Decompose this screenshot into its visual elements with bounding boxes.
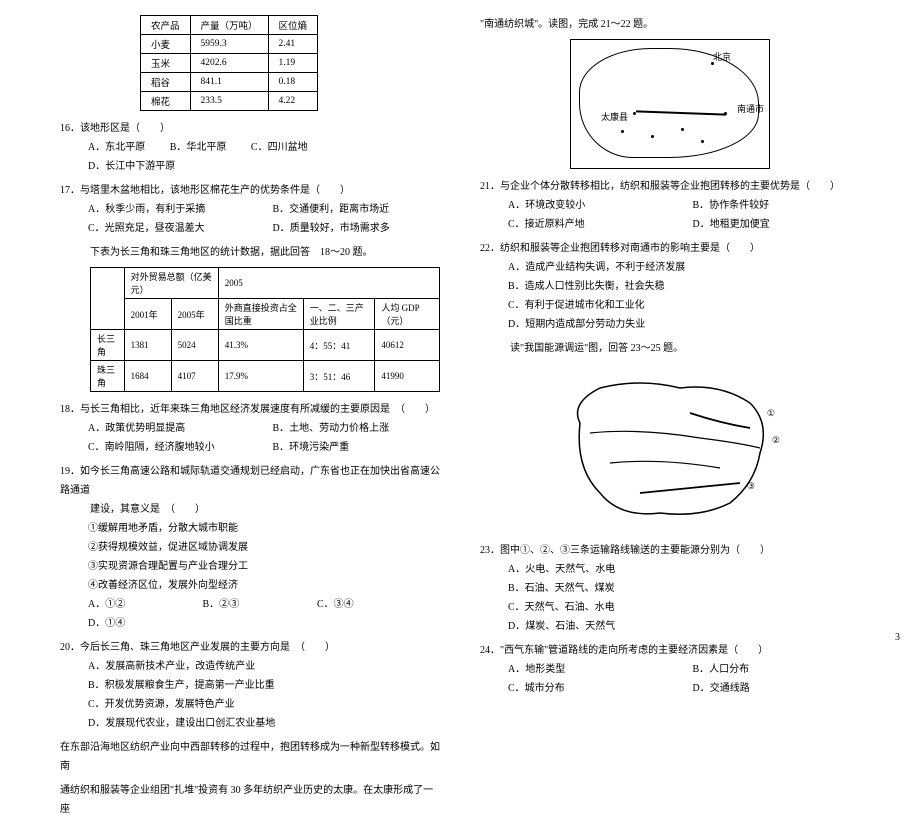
opt-b: B．②③ [203,595,293,614]
q-num: 22． [480,243,500,254]
opt-c: C．接近原料产地 [508,215,668,234]
opt-a: A．火电、天然气、水电 [508,560,860,579]
opt-a: A．地形类型 [508,660,668,679]
opt-b: B．石油、天然气、煤炭 [508,579,860,598]
th: 产量（万吨） [190,16,268,35]
opt-a: A．东北平原 [88,138,145,157]
question-22: 22．纺织和服装等企业抱团转移对南通市的影响主要是（ ） A．造成产业结构失调，… [480,239,860,334]
opt-b: B．土地、劳动力价格上涨 [273,419,390,438]
q-text: 与塔里木盆地相比，该地形区棉花生产的优势条件是（ ） [80,185,350,196]
q-num: 23． [480,545,500,556]
q-text: 纺织和服装等企业抱团转移对南通市的影响主要是（ ） [500,243,760,254]
table-row: 2001年 2005年 外商直接投资占全国比重 一、二、三产业比例 人均 GDP… [91,299,440,330]
opt-a: A．政策优势明显提高 [88,419,248,438]
q-num: 16． [60,123,80,134]
opt-c: C．③④ [317,595,407,614]
q-text: 与企业个体分散转移相比，纺织和服装等企业抱团转移的主要优势是（ ） [500,181,840,192]
q-num: 21． [480,181,500,192]
map-nantong: 北京 太康县 南通市 [570,39,770,169]
right-column: "南通纺织城"。读图，完成 21～22 题。 北京 太康县 南通市 21．与企业… [460,0,920,651]
opt-d: D．发展现代农业，建设出口创汇农业基地 [88,714,440,733]
table-row: 长三角1381502441.3%4：55：4140612 [91,330,440,361]
opt-d: D．交通线路 [693,679,750,698]
map-china-energy: ① ② ③ [550,363,790,533]
item-4: ④改善经济区位，发展外向型经济 [88,576,238,595]
table-row: 棉花233.54.22 [141,92,318,111]
intro-23-25: 读"我国能源调运"图，回答 23～25 题。 [510,339,860,358]
label-beijing: 北京 [713,50,731,63]
opt-d: D．质量较好，市场需求多 [273,219,390,238]
table-row: 小麦5959.32.41 [141,35,318,54]
opt-a: A．①② [88,595,178,614]
china-outline-icon [560,373,780,523]
opt-c: C．开发优势资源，发展特色产业 [88,695,440,714]
opt-d: D．地租更加便宜 [693,215,770,234]
label-taikang: 太康县 [601,110,628,123]
opt-d: D．①④ [88,614,125,633]
q-num: 18． [60,404,80,415]
opt-b: B．人口分布 [693,660,750,679]
opt-b: B．华北平原 [170,138,227,157]
intro-18-20: 下表为长三角和珠三角地区的统计数据，据此回答 18～20 题。 [90,243,440,262]
table-row: 对外贸易总额（亿美元） 2005 [91,268,440,299]
opt-c: C．四川盆地 [251,138,308,157]
th: 农产品 [141,16,191,35]
opt-b: B．交通便利，距离市场近 [273,200,390,219]
question-24: 24．"西气东输"管道路线的走向所考虑的主要经济因素是（ ） A．地形类型 B．… [480,641,860,698]
th: 区位熵 [268,16,318,35]
q-text: 与长三角相比，近年来珠三角地区经济发展速度有所减缓的主要原因是 （ ） [80,404,435,415]
label-3: ③ [747,481,755,492]
label-1: ① [767,408,775,419]
q-num: 17． [60,185,80,196]
opt-c: C．城市分布 [508,679,668,698]
page-number: 3 [895,632,900,643]
opt-c: C．南岭阻隔，经济腹地较小 [88,438,248,457]
opt-b: B．积极发展粮食生产，提高第一产业比重 [88,676,440,695]
opt-d: D．短期内造成部分劳动力失业 [508,315,860,334]
item-1: ①缓解用地矛盾，分散大城市职能 [88,519,268,538]
question-20: 20．今后长三角、珠三角地区产业发展的主要方向是 （ ） A．发展高新技术产业，… [60,638,440,733]
q-num: 20． [60,642,80,653]
table-row: 珠三角1684410717.9%3：51：4641990 [91,361,440,392]
item-2: ②获得规模效益，促进区域协调发展 [88,538,248,557]
opt-a: A．造成产业结构失调，不利于经济发展 [508,258,860,277]
q-text: 图中①、②、③三条运输路线输送的主要能源分别为（ ） [500,545,770,556]
table-row: 农产品 产量（万吨） 区位熵 [141,16,318,35]
question-23: 23．图中①、②、③三条运输路线输送的主要能源分别为（ ） A．火电、天然气、水… [480,541,860,636]
opt-d: B．环境污染严重 [273,438,350,457]
label-2: ② [772,435,780,446]
opt-c: C．光照充足，昼夜温差大 [88,219,248,238]
label-nantong: 南通市 [737,102,764,115]
question-19: 19．如今长三角高速公路和城际轨道交通规划已经启动，广东省也正在加快出省高速公路… [60,462,440,633]
question-21: 21．与企业个体分散转移相比，纺织和服装等企业抱团转移的主要优势是（ ） A．环… [480,177,860,234]
question-17: 17．与塔里木盆地相比，该地形区棉花生产的优势条件是（ ） A．秋季少雨，有利于… [60,181,440,238]
q-text2: 建设，其意义是 （ ） [90,500,440,519]
intro-21-22a: 在东部沿海地区纺织产业向中西部转移的过程中，抱团转移成为一种新型转移模式。如南 [60,738,440,776]
opt-b: B．协作条件较好 [693,196,770,215]
table-row: 玉米4202.61.19 [141,54,318,73]
opt-d: D．煤炭、石油、天然气 [508,617,860,636]
item-3: ③实现资源合理配置与产业合理分工 [88,557,268,576]
question-18: 18．与长三角相比，近年来珠三角地区经济发展速度有所减缓的主要原因是 （ ） A… [60,400,440,457]
intro-21-22b: 通纺织和服装等企业组团"扎堆"投资有 30 多年纺织产业历史的太康。在太康形成了… [60,781,440,819]
q-text: 今后长三角、珠三角地区产业发展的主要方向是 （ ） [80,642,335,653]
q-num: 19． [60,466,80,477]
opt-a: A．环境改变较小 [508,196,668,215]
opt-a: A．秋季少雨，有利于采摘 [88,200,248,219]
opt-d: D．长江中下游平原 [88,157,175,176]
intro-21-22c: "南通纺织城"。读图，完成 21～22 题。 [480,15,860,34]
left-column: 农产品 产量（万吨） 区位熵 小麦5959.32.41 玉米4202.61.19… [0,0,460,651]
table-crops: 农产品 产量（万吨） 区位熵 小麦5959.32.41 玉米4202.61.19… [140,15,318,111]
opt-c: C．有利于促进城市化和工业化 [508,296,860,315]
opt-a: A．发展高新技术产业，改造传统产业 [88,657,440,676]
opt-b: B．造成人口性别比失衡，社会失稳 [508,277,860,296]
table-stats: 对外贸易总额（亿美元） 2005 2001年 2005年 外商直接投资占全国比重… [90,267,440,392]
q-text: 如今长三角高速公路和城际轨道交通规划已经启动，广东省也正在加快出省高速公路通道 [60,466,440,496]
q-text: 该地形区是（ ） [80,123,170,134]
question-16: 16．该地形区是（ ） A．东北平原 B．华北平原 C．四川盆地 D．长江中下游… [60,119,440,176]
opt-c: C．天然气、石油、水电 [508,598,860,617]
table-row: 稻谷841.10.18 [141,73,318,92]
